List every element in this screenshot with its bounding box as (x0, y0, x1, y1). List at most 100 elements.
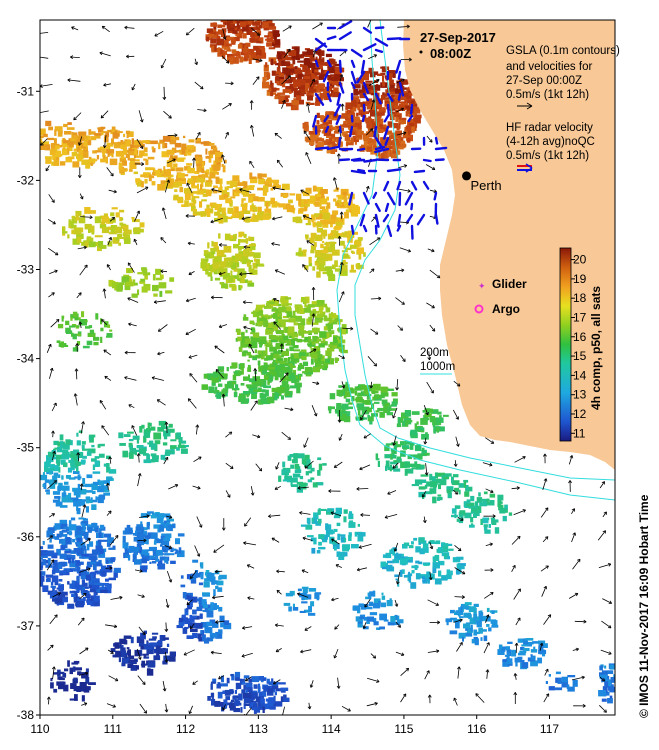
sst-pixel (405, 105, 410, 109)
sst-pixel (465, 632, 473, 637)
sst-pixel (76, 575, 80, 583)
sst-pixel (86, 563, 91, 569)
sst-pixel (263, 185, 269, 193)
velocity-arrow (455, 436, 459, 447)
sst-pixel (437, 421, 442, 426)
sst-pixel (389, 405, 392, 411)
sst-pixel (97, 485, 104, 493)
sst-pixel (243, 685, 247, 690)
velocity-arrow (312, 381, 320, 385)
sst-pixel (173, 163, 178, 168)
sst-pixel (199, 201, 203, 208)
sst-pixel (233, 243, 240, 249)
sst-pixel (88, 436, 92, 440)
sst-pixel (366, 616, 374, 622)
velocity-arrow (79, 264, 88, 276)
sst-pixel (213, 147, 218, 153)
sst-pixel (76, 325, 80, 328)
sst-pixel (363, 135, 370, 142)
sst-pixel (404, 468, 408, 476)
sst-pixel (318, 358, 321, 363)
sst-pixel (217, 378, 222, 382)
sst-pixel (308, 612, 316, 616)
sst-pixel (89, 435, 94, 443)
sst-pixel (196, 139, 200, 142)
sst-pixel (322, 463, 327, 466)
sst-pixel (208, 386, 215, 394)
sst-pixel (354, 91, 363, 95)
sst-pixel (252, 213, 256, 217)
sst-pixel (339, 226, 342, 230)
sst-pixel (456, 556, 464, 560)
velocity-arrow (80, 538, 91, 546)
sst-pixel (474, 501, 479, 507)
sst-pixel (336, 315, 339, 321)
sst-pixel (69, 560, 76, 568)
sst-pixel (222, 20, 226, 25)
velocity-arrow-head (218, 243, 222, 247)
sst-pixel (420, 429, 425, 433)
sst-pixel (397, 101, 406, 104)
velocity-arrow (243, 246, 251, 248)
sst-pixel (223, 373, 228, 377)
velocity-arrow (425, 164, 436, 170)
sst-pixel (321, 535, 328, 540)
sst-pixel (76, 508, 81, 515)
velocity-arrow (281, 431, 291, 440)
sst-pixel (167, 176, 171, 184)
velocity-arrow-head (164, 421, 169, 425)
sst-pixel (86, 499, 90, 504)
sst-pixel (283, 205, 289, 210)
sst-pixel (205, 627, 213, 634)
sst-pixel (286, 480, 292, 483)
sst-pixel (83, 590, 90, 595)
sst-pixel (127, 131, 134, 137)
sst-pixel (70, 550, 77, 554)
velocity-arrow (193, 157, 195, 168)
sst-pixel (288, 50, 297, 57)
sst-pixel (206, 169, 209, 175)
sst-pixel (311, 353, 318, 359)
sst-pixel (40, 138, 43, 144)
sst-pixel (316, 213, 324, 220)
velocity-arrow-head (211, 188, 215, 192)
sst-pixel (371, 139, 377, 146)
velocity-arrow-head (571, 508, 575, 512)
velocity-arrow-head (279, 343, 284, 347)
sst-pixel (265, 62, 268, 68)
sst-pixel (166, 527, 171, 531)
sst-pixel (351, 129, 356, 135)
sst-pixel (266, 342, 270, 348)
sst-pixel (116, 131, 123, 134)
sst-pixel (321, 253, 329, 261)
sst-pixel (136, 536, 145, 543)
sst-pixel (446, 489, 452, 494)
sst-pixel (269, 371, 274, 375)
velocity-arrow-head (210, 295, 214, 300)
sst-pixel (238, 246, 245, 249)
sst-pixel (304, 79, 312, 86)
sst-pixel (202, 609, 211, 612)
sst-pixel (94, 133, 102, 136)
sst-pixel (94, 525, 99, 533)
sst-pixel (382, 566, 388, 570)
velocity-arrow-head (400, 107, 405, 112)
sst-pixel (288, 326, 295, 334)
sst-pixel (316, 228, 320, 232)
sst-pixel (435, 540, 441, 545)
sst-pixel (126, 132, 129, 139)
sst-pixel (410, 429, 418, 435)
sst-pixel (129, 447, 136, 455)
sst-pixel (88, 434, 96, 438)
sst-pixel (286, 378, 292, 382)
sst-pixel (310, 58, 313, 64)
sst-pixel (275, 366, 278, 371)
velocity-arrow (101, 319, 108, 325)
sst-pixel (370, 101, 378, 107)
sst-pixel (286, 205, 294, 213)
sst-pixel (253, 389, 261, 393)
velocity-arrow (274, 132, 282, 139)
sst-pixel (332, 143, 338, 148)
sst-pixel (283, 193, 288, 198)
sst-pixel (270, 80, 273, 85)
